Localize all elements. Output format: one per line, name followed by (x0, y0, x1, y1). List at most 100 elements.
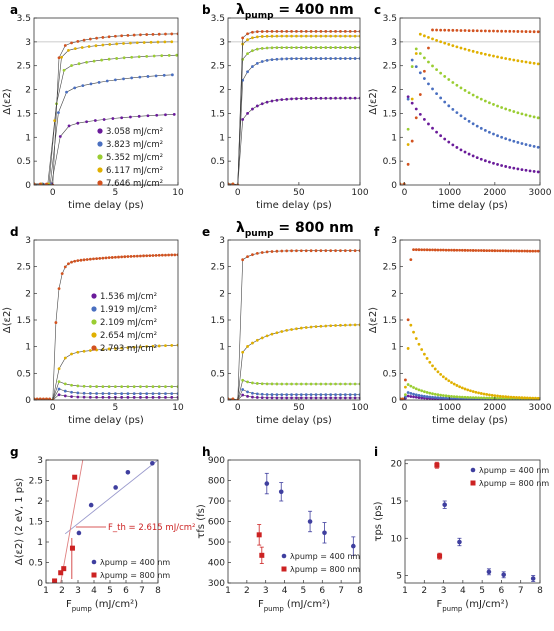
data-point (280, 249, 284, 253)
data-point (500, 106, 504, 109)
data-point (260, 396, 264, 400)
data-point (504, 29, 508, 33)
data-point (265, 100, 269, 104)
data-point (314, 393, 318, 397)
panel-letter: i (374, 445, 378, 459)
data-point (251, 49, 254, 53)
data-point (406, 127, 410, 131)
data-point (466, 396, 470, 399)
data-point (251, 395, 254, 399)
legend-marker (470, 480, 476, 486)
data-point (304, 97, 308, 100)
data-point (334, 396, 337, 400)
data-point (72, 474, 78, 480)
data-point (428, 248, 432, 252)
data-point (450, 396, 453, 400)
data-point (309, 393, 313, 397)
y-tick-label: 300 (208, 579, 225, 589)
data-point (500, 56, 504, 60)
data-point (73, 47, 77, 51)
panel-f: f 0 1000 2000 3000 0 0.5 1 1.5 2 2.5 3 time delay (p… (368, 225, 552, 426)
data-point (444, 248, 448, 252)
data-point (414, 65, 418, 69)
data-point (431, 392, 434, 396)
data-point (353, 382, 357, 386)
data-point (343, 396, 347, 400)
data-point (275, 382, 279, 386)
data-point (164, 395, 167, 399)
data-point (348, 393, 352, 397)
data-point (532, 115, 536, 119)
data-point (126, 346, 130, 350)
data-point (439, 96, 443, 100)
plot-frame (33, 17, 179, 186)
data-point (148, 254, 152, 257)
data-point (508, 165, 512, 169)
data-point (290, 34, 293, 38)
data-point (348, 249, 352, 253)
data-point (460, 395, 464, 399)
data-point (255, 30, 259, 34)
data-point (498, 394, 502, 398)
data-point (246, 390, 249, 394)
data-point (241, 258, 245, 262)
data-point (314, 29, 318, 33)
data-point (113, 392, 117, 395)
data-point (108, 43, 112, 46)
fit-curve (228, 31, 360, 185)
data-point (100, 58, 104, 62)
data-point (309, 325, 313, 329)
data-point (520, 112, 524, 116)
data-point (348, 57, 352, 60)
x-tick-label: 4 (282, 586, 288, 596)
data-point (129, 115, 132, 119)
data-point (422, 69, 426, 73)
data-point (304, 29, 308, 33)
data-point (54, 321, 58, 324)
data-point (70, 41, 73, 45)
data-point (52, 578, 58, 583)
data-point (463, 117, 467, 121)
data-point (455, 45, 459, 49)
data-point (439, 396, 443, 400)
legend-label: 2.109 mJ/cm² (100, 318, 157, 328)
data-point (508, 29, 512, 33)
data-point (406, 162, 410, 166)
data-point (406, 95, 410, 99)
plot-area (434, 461, 536, 582)
data-point (120, 346, 124, 350)
data-point (528, 144, 532, 147)
data-point (334, 46, 337, 49)
data-point (343, 382, 347, 386)
data-point (170, 253, 174, 257)
data-point (353, 249, 357, 253)
y-tick-label: 500 (208, 538, 225, 548)
data-point (260, 336, 264, 340)
x-tick-label: 5 (107, 586, 113, 596)
data-point (329, 382, 333, 386)
data-point (123, 255, 127, 259)
data-point (295, 396, 298, 400)
data-point (151, 385, 155, 389)
data-point (406, 383, 410, 386)
data-point (280, 29, 284, 33)
data-point (135, 41, 139, 45)
x-tick-label: 2 (421, 586, 427, 596)
y-tick-label: 0.5 (211, 157, 225, 167)
x-tick-label: 6 (319, 586, 325, 596)
threshold-annotation: F_th = 2.615 mJ/cm² (108, 523, 195, 533)
data-point (73, 259, 77, 263)
data-point (107, 392, 111, 395)
x-axis-label: Fpump (mJ/cm²) (436, 599, 508, 613)
data-point (492, 54, 495, 58)
data-point (425, 395, 429, 399)
data-point (428, 391, 432, 395)
data-point (463, 89, 467, 92)
data-point (319, 324, 323, 328)
data-point (447, 394, 451, 398)
data-point (246, 380, 249, 384)
y-tick-label: 1.5 (17, 316, 31, 326)
data-point (299, 326, 303, 330)
data-point (275, 396, 279, 400)
data-point (508, 57, 512, 61)
